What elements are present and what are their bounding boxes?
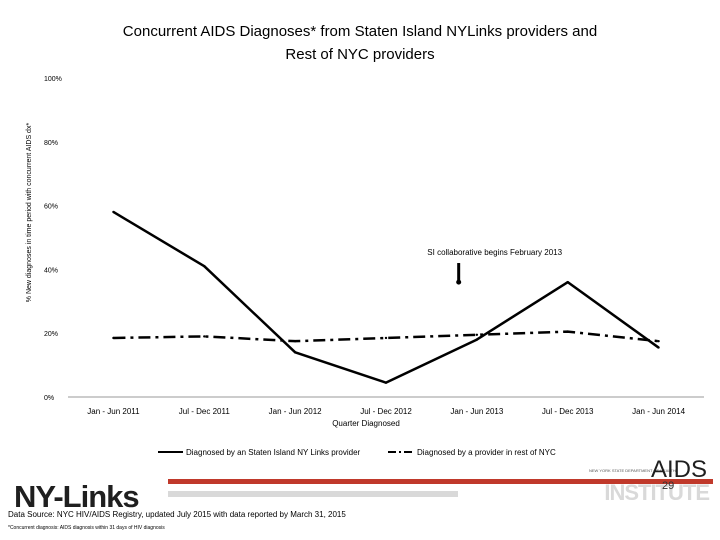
y-tick-label: 100%: [44, 76, 62, 83]
y-tick-label: 20%: [44, 331, 58, 338]
x-tick-label: Jan - Jun 2013: [450, 407, 503, 416]
y-axis-label: % New diagnoses in time period with conc…: [26, 123, 33, 303]
chart-title-line1: Concurrent AIDS Diagnoses* from Staten I…: [122, 23, 598, 40]
y-tick-label: 80%: [44, 140, 58, 147]
y-tick-label: 40%: [44, 267, 58, 274]
data-point: [475, 333, 479, 336]
decorative-gray-bar: [168, 491, 458, 497]
data-point: [384, 381, 388, 384]
decorative-red-bar: [168, 479, 713, 484]
line-chart: 0% 20% 40% 60% 80% 100% % New diagnoses in tim…: [26, 76, 704, 457]
logo-institute-text: INSTITUTE: [604, 480, 710, 505]
x-tick-label: Jul - Dec 2011: [179, 407, 231, 416]
data-point: [384, 336, 388, 340]
logo-aids-text: AIDS: [650, 456, 707, 483]
legend-label-rest-of-nyc: Diagnosed by a provider in rest of NYC: [417, 448, 556, 457]
series-line-rest-of-nyc: [113, 330, 659, 343]
x-tick-label: Jan - Jun 2012: [269, 407, 322, 416]
aids-institute-logo: NEW YORK STATE DEPARTMENT OF HEALTH AIDS…: [589, 456, 711, 506]
data-point: [112, 336, 115, 340]
x-tick-label: Jan - Jun 2014: [632, 407, 685, 416]
x-tick-label: Jul - Dec 2012: [360, 407, 412, 416]
footnote: *Concurrent diagnosis: AIDS diagnosis wi…: [8, 525, 165, 531]
data-point: [293, 339, 297, 343]
data-point: [203, 265, 206, 268]
ny-links-logo: NY-Links: [14, 479, 140, 514]
page-number: 29: [662, 480, 675, 492]
y-tick-label: 0%: [44, 395, 54, 402]
data-point: [475, 338, 479, 341]
series-line-staten-island: [112, 210, 660, 384]
x-axis-label: Quarter Diagnosed: [332, 419, 400, 428]
data-point: [566, 280, 569, 284]
annotation-marker-dot: [456, 279, 462, 285]
logo-subtitle: NEW YORK STATE DEPARTMENT OF HEALTH: [589, 468, 676, 473]
annotation-label: SI collaborative begins February 2013: [427, 248, 562, 257]
y-tick-label: 60%: [44, 204, 58, 211]
data-source: Data Source: NYC HIV/AIDS Registry, upda…: [8, 510, 346, 519]
data-point: [293, 351, 297, 354]
chart-title-line2: Rest of NYC providers: [285, 46, 435, 63]
chart-title: Concurrent AIDS Diagnoses* from Staten I…: [80, 20, 640, 66]
data-point: [657, 339, 660, 343]
data-point: [566, 330, 569, 333]
x-tick-label: Jan - Jun 2011: [87, 407, 140, 416]
x-tick-label: Jul - Dec 2013: [542, 407, 594, 416]
data-point: [112, 210, 115, 214]
data-point: [203, 335, 206, 338]
data-point: [657, 346, 660, 349]
legend-label-staten-island: Diagnosed by an Staten Island NY Links p…: [186, 448, 361, 457]
